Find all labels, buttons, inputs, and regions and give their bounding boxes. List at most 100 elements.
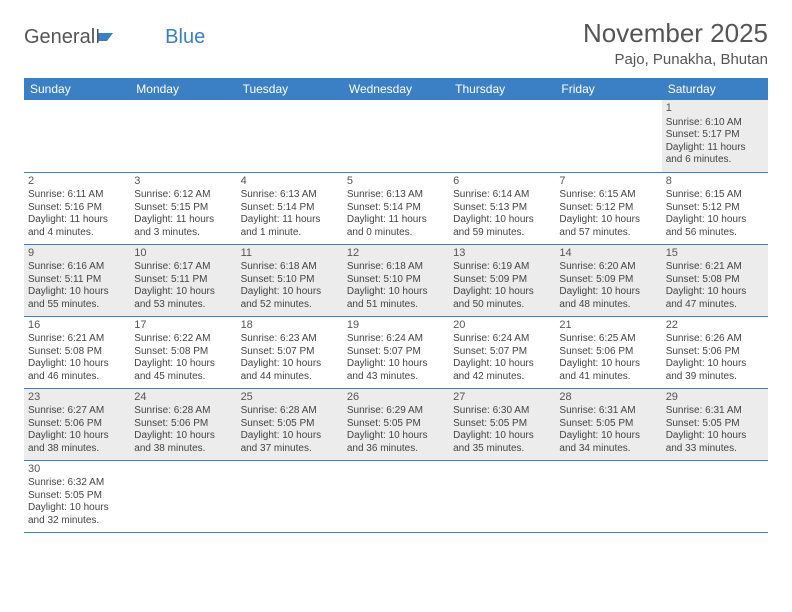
location: Pajo, Punakha, Bhutan xyxy=(583,51,768,68)
day-number: 12 xyxy=(347,247,445,261)
day-sunrise: Sunrise: 6:30 AM xyxy=(453,405,551,418)
day-number: 8 xyxy=(666,175,764,189)
empty-cell xyxy=(237,100,343,172)
day-number: 29 xyxy=(666,391,764,405)
day-number: 23 xyxy=(28,391,126,405)
day-dl1: Daylight: 10 hours xyxy=(28,502,126,515)
day-dl1: Daylight: 11 hours xyxy=(241,214,339,227)
day-sunset: Sunset: 5:09 PM xyxy=(453,274,551,287)
calendar-page: General Blue November 2025 Pajo, Punakha… xyxy=(0,0,792,533)
day-sunrise: Sunrise: 6:31 AM xyxy=(666,405,764,418)
logo-text-general: General xyxy=(24,26,95,49)
day-dl1: Daylight: 10 hours xyxy=(347,430,445,443)
day-dl2: and 41 minutes. xyxy=(559,371,657,384)
day-sunset: Sunset: 5:17 PM xyxy=(666,129,764,142)
day-cell: 7Sunrise: 6:15 AMSunset: 5:12 PMDaylight… xyxy=(555,172,661,244)
day-sunrise: Sunrise: 6:19 AM xyxy=(453,261,551,274)
weekday-saturday: Saturday xyxy=(662,78,768,100)
calendar-table: Sunday Monday Tuesday Wednesday Thursday… xyxy=(24,78,768,533)
day-dl1: Daylight: 10 hours xyxy=(666,430,764,443)
day-dl2: and 35 minutes. xyxy=(453,443,551,456)
day-cell: 4Sunrise: 6:13 AMSunset: 5:14 PMDaylight… xyxy=(237,172,343,244)
day-cell: 3Sunrise: 6:12 AMSunset: 5:15 PMDaylight… xyxy=(130,172,236,244)
empty-cell xyxy=(130,460,236,532)
empty-cell xyxy=(449,460,555,532)
day-dl2: and 53 minutes. xyxy=(134,299,232,312)
day-sunset: Sunset: 5:05 PM xyxy=(559,418,657,431)
day-dl1: Daylight: 10 hours xyxy=(28,286,126,299)
day-dl2: and 55 minutes. xyxy=(28,299,126,312)
empty-cell xyxy=(237,460,343,532)
day-sunrise: Sunrise: 6:15 AM xyxy=(666,189,764,202)
day-sunrise: Sunrise: 6:28 AM xyxy=(134,405,232,418)
day-sunset: Sunset: 5:10 PM xyxy=(347,274,445,287)
day-dl1: Daylight: 10 hours xyxy=(241,358,339,371)
day-sunrise: Sunrise: 6:18 AM xyxy=(347,261,445,274)
day-sunset: Sunset: 5:05 PM xyxy=(453,418,551,431)
day-dl1: Daylight: 10 hours xyxy=(559,214,657,227)
day-cell: 21Sunrise: 6:25 AMSunset: 5:06 PMDayligh… xyxy=(555,316,661,388)
day-sunrise: Sunrise: 6:26 AM xyxy=(666,333,764,346)
day-cell: 6Sunrise: 6:14 AMSunset: 5:13 PMDaylight… xyxy=(449,172,555,244)
day-sunrise: Sunrise: 6:10 AM xyxy=(666,117,764,130)
day-sunrise: Sunrise: 6:24 AM xyxy=(453,333,551,346)
day-cell: 22Sunrise: 6:26 AMSunset: 5:06 PMDayligh… xyxy=(662,316,768,388)
day-dl1: Daylight: 10 hours xyxy=(28,430,126,443)
day-cell: 26Sunrise: 6:29 AMSunset: 5:05 PMDayligh… xyxy=(343,388,449,460)
day-sunrise: Sunrise: 6:17 AM xyxy=(134,261,232,274)
day-sunset: Sunset: 5:05 PM xyxy=(347,418,445,431)
day-number: 6 xyxy=(453,175,551,189)
day-dl2: and 38 minutes. xyxy=(134,443,232,456)
day-number: 22 xyxy=(666,319,764,333)
day-sunset: Sunset: 5:07 PM xyxy=(347,346,445,359)
day-sunrise: Sunrise: 6:15 AM xyxy=(559,189,657,202)
day-dl2: and 45 minutes. xyxy=(134,371,232,384)
day-sunset: Sunset: 5:09 PM xyxy=(559,274,657,287)
day-number: 17 xyxy=(134,319,232,333)
day-dl2: and 43 minutes. xyxy=(347,371,445,384)
day-cell: 30Sunrise: 6:32 AMSunset: 5:05 PMDayligh… xyxy=(24,460,130,532)
day-dl1: Daylight: 11 hours xyxy=(666,142,764,155)
day-dl2: and 46 minutes. xyxy=(28,371,126,384)
day-sunrise: Sunrise: 6:23 AM xyxy=(241,333,339,346)
day-dl2: and 34 minutes. xyxy=(559,443,657,456)
day-number: 10 xyxy=(134,247,232,261)
day-cell: 14Sunrise: 6:20 AMSunset: 5:09 PMDayligh… xyxy=(555,244,661,316)
day-sunset: Sunset: 5:15 PM xyxy=(134,202,232,215)
day-dl1: Daylight: 10 hours xyxy=(241,286,339,299)
day-sunset: Sunset: 5:08 PM xyxy=(134,346,232,359)
day-sunrise: Sunrise: 6:16 AM xyxy=(28,261,126,274)
day-sunrise: Sunrise: 6:29 AM xyxy=(347,405,445,418)
day-dl2: and 1 minute. xyxy=(241,227,339,240)
day-dl1: Daylight: 10 hours xyxy=(453,358,551,371)
day-sunset: Sunset: 5:05 PM xyxy=(666,418,764,431)
day-cell: 10Sunrise: 6:17 AMSunset: 5:11 PMDayligh… xyxy=(130,244,236,316)
day-dl2: and 4 minutes. xyxy=(28,227,126,240)
day-sunrise: Sunrise: 6:31 AM xyxy=(559,405,657,418)
day-sunset: Sunset: 5:06 PM xyxy=(28,418,126,431)
day-number: 7 xyxy=(559,175,657,189)
day-sunset: Sunset: 5:12 PM xyxy=(559,202,657,215)
day-number: 28 xyxy=(559,391,657,405)
day-sunset: Sunset: 5:14 PM xyxy=(347,202,445,215)
day-cell: 16Sunrise: 6:21 AMSunset: 5:08 PMDayligh… xyxy=(24,316,130,388)
day-cell: 13Sunrise: 6:19 AMSunset: 5:09 PMDayligh… xyxy=(449,244,555,316)
day-sunset: Sunset: 5:12 PM xyxy=(666,202,764,215)
weekday-tuesday: Tuesday xyxy=(237,78,343,100)
day-sunrise: Sunrise: 6:13 AM xyxy=(347,189,445,202)
logo-text-blue: Blue xyxy=(165,26,205,49)
empty-cell xyxy=(555,100,661,172)
day-number: 25 xyxy=(241,391,339,405)
weekday-wednesday: Wednesday xyxy=(343,78,449,100)
day-sunset: Sunset: 5:06 PM xyxy=(559,346,657,359)
day-sunrise: Sunrise: 6:22 AM xyxy=(134,333,232,346)
day-sunset: Sunset: 5:13 PM xyxy=(453,202,551,215)
empty-cell xyxy=(24,100,130,172)
weekday-header-row: Sunday Monday Tuesday Wednesday Thursday… xyxy=(24,78,768,100)
day-sunrise: Sunrise: 6:12 AM xyxy=(134,189,232,202)
day-number: 27 xyxy=(453,391,551,405)
day-sunset: Sunset: 5:10 PM xyxy=(241,274,339,287)
day-number: 9 xyxy=(28,247,126,261)
title-block: November 2025 Pajo, Punakha, Bhutan xyxy=(583,18,768,68)
day-dl2: and 6 minutes. xyxy=(666,154,764,167)
